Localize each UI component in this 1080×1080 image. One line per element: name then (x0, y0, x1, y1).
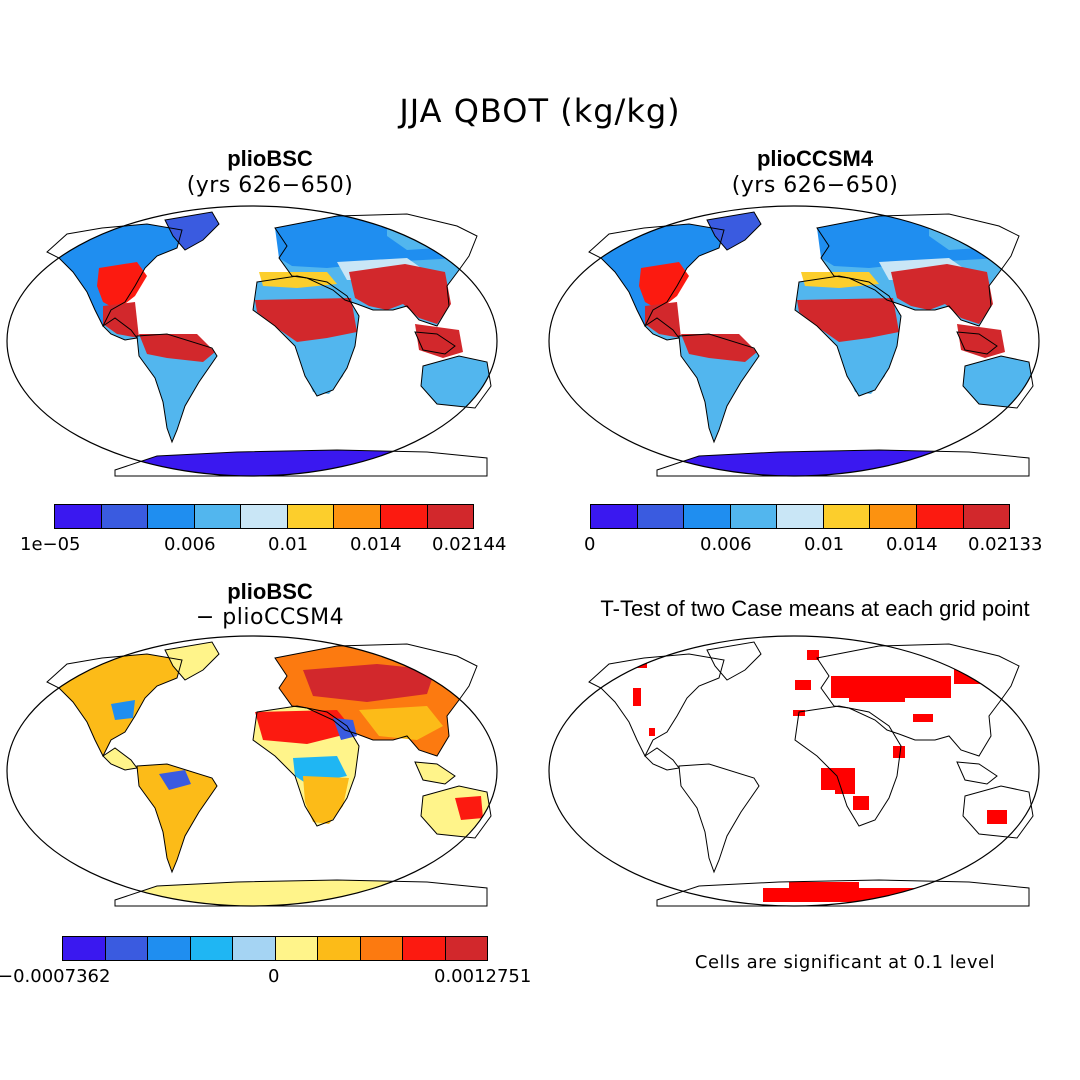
region-mediterranean (259, 272, 337, 288)
colorbar-swatch-2 (684, 505, 731, 528)
map-ccsm (548, 205, 1040, 477)
region-south-america (137, 764, 217, 872)
colorbar-swatches (590, 504, 1010, 529)
region-antarctica (115, 880, 487, 906)
significance-cells (617, 650, 1007, 902)
colorbar-swatch-3 (194, 505, 242, 528)
colorbar-swatch-2 (148, 937, 191, 960)
colorbar-swatch-5 (823, 505, 871, 528)
colorbar-swatches (54, 504, 474, 529)
colorbar-swatch-3 (730, 505, 778, 528)
colorbar-swatch-0 (63, 937, 106, 960)
panel-diff-title: plioBSC (227, 579, 313, 604)
cbar-bsc-tick-4: 0.02144 (432, 534, 507, 555)
colorbar-swatch-0 (55, 505, 102, 528)
colorbar-ccsm: 0 0.006 0.01 0.014 0.02133 (584, 504, 1042, 555)
region-sahel-africa (255, 298, 357, 342)
cbar-bsc-tick-1: 0.006 (164, 534, 216, 555)
heatmap-overlay (589, 212, 1033, 476)
region-southern-africa (845, 346, 891, 394)
panel-ttest-title: T-Test of two Case means at each grid po… (600, 596, 1030, 621)
region-australia (421, 356, 491, 408)
cbar-ccsm-tick-3: 0.014 (886, 534, 938, 555)
cbar-ccsm-tick-1: 0.006 (700, 534, 752, 555)
colorbar-swatch-5 (287, 505, 335, 528)
colorbar-swatch-6 (870, 505, 917, 528)
region-amazon (139, 334, 215, 362)
colorbar-swatch-6 (334, 505, 381, 528)
colorbar-swatch-7 (360, 937, 403, 960)
region-greenland (165, 642, 219, 680)
colorbar-swatch-3 (190, 937, 233, 960)
region-india-china (359, 706, 443, 740)
region-australia-east (455, 796, 483, 820)
colorbar-swatch-8 (403, 937, 446, 960)
region-russia-core (303, 664, 435, 702)
region-antarctica (657, 450, 1029, 476)
region-india-se-asia (891, 264, 993, 324)
region-australia (963, 356, 1033, 408)
colorbar-swatch-5 (275, 937, 318, 960)
map-diff (6, 635, 498, 907)
cbar-ccsm-tick-4: 0.02133 (968, 534, 1043, 555)
cbar-diff-tick-1: 0 (268, 966, 280, 987)
region-us-southeast (639, 262, 689, 310)
region-amazon (681, 334, 757, 362)
region-central-america (645, 302, 681, 338)
cbar-ccsm-tick-0: 0 (584, 534, 596, 555)
panel-ccsm-title: plioCCSM4 (756, 146, 874, 171)
region-us-southeast (97, 262, 147, 310)
region-greenland (707, 212, 761, 250)
colorbar-swatch-1 (105, 937, 148, 960)
region-southern-africa (303, 776, 349, 824)
cbar-bsc-tick-2: 0.01 (268, 534, 309, 555)
colorbar-swatch-9 (445, 937, 487, 960)
region-mediterranean (801, 272, 879, 288)
region-us-east (111, 700, 135, 720)
region-amazon-center (159, 770, 191, 790)
colorbar-swatch-7 (916, 505, 964, 528)
colorbar-swatch-0 (591, 505, 638, 528)
colorbar-swatch-7 (380, 505, 428, 528)
colorbar-swatch-8 (963, 505, 1010, 528)
region-arabia (333, 718, 357, 740)
cbar-ccsm-tick-2: 0.01 (804, 534, 845, 555)
region-central-america (103, 302, 139, 338)
region-antarctica (115, 450, 487, 476)
colorbar-diff: −0.0007362 0 0.0012751 (0, 936, 531, 987)
region-sahel-africa (797, 298, 899, 342)
colorbar-swatch-8 (427, 505, 474, 528)
colorbar-swatch-2 (148, 505, 195, 528)
colorbar-swatches (62, 936, 488, 961)
cbar-diff-tick-2: 0.0012751 (434, 966, 532, 987)
colorbar-bsc: 1e−05 0.006 0.01 0.014 0.02144 (20, 504, 506, 555)
colorbar-swatch-1 (637, 505, 685, 528)
map-ttest (548, 635, 1040, 907)
cbar-bsc-tick-0: 1e−05 (20, 534, 81, 555)
colorbar-swatch-4 (233, 937, 276, 960)
panel-diff-subtitle: − plioCCSM4 (195, 605, 345, 630)
panel-bsc-subtitle: (yrs 626−650) (186, 173, 354, 198)
figure-title: JJA QBOT (kg/kg) (399, 92, 681, 130)
cbar-bsc-tick-3: 0.014 (350, 534, 402, 555)
region-greenland (165, 212, 219, 250)
panel-bsc-title: plioBSC (227, 146, 313, 171)
colorbar-swatch-1 (101, 505, 149, 528)
cbar-diff-tick-0: −0.0007362 (0, 966, 111, 987)
significance-note: Cells are significant at 0.1 level (694, 952, 996, 973)
region-southern-africa (303, 346, 349, 394)
region-india-se-asia (349, 264, 451, 324)
map-bsc (6, 205, 498, 477)
panel-ccsm-subtitle: (yrs 626−650) (731, 173, 899, 198)
colorbar-swatch-4 (777, 505, 824, 528)
colorbar-swatch-6 (318, 937, 361, 960)
colorbar-swatch-4 (241, 505, 288, 528)
